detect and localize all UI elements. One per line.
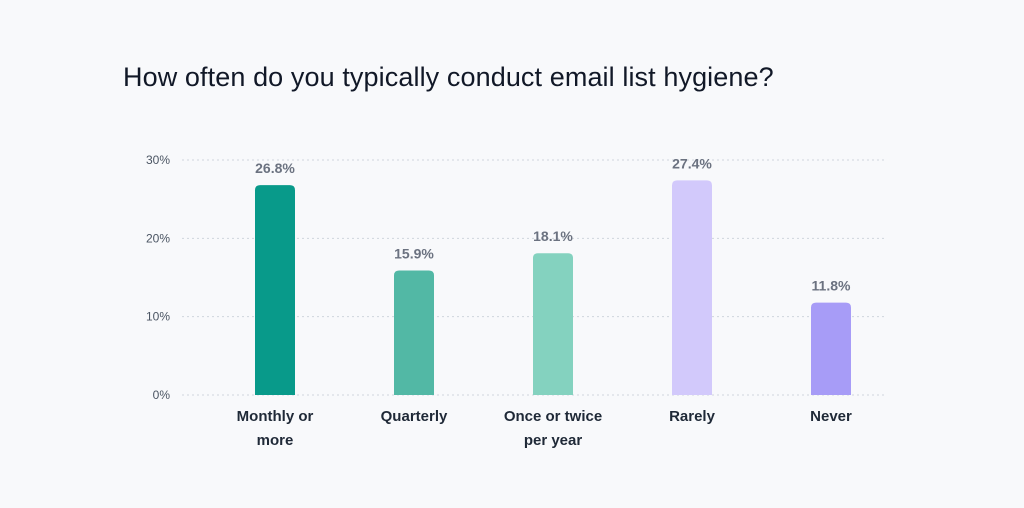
category-label: Quarterly xyxy=(381,408,448,425)
y-tick-label: 0% xyxy=(153,388,171,402)
bars xyxy=(255,180,851,395)
value-label: 26.8% xyxy=(255,160,295,176)
value-label: 18.1% xyxy=(533,228,573,244)
y-tick-label: 10% xyxy=(146,310,170,324)
category-label: Monthly or xyxy=(237,408,314,425)
category-labels: Monthly or more Quarterly Once or twice per … xyxy=(237,408,852,449)
category-label: more xyxy=(257,432,294,449)
value-label: 15.9% xyxy=(394,245,434,261)
chart-title: How often do you typically conduct email… xyxy=(123,62,774,92)
y-tick-label: 20% xyxy=(146,231,170,245)
bar xyxy=(533,253,573,395)
bar xyxy=(394,270,434,395)
category-label: Rarely xyxy=(669,408,716,425)
value-labels: 26.8% 15.9% 18.1% 27.4% 11.8% xyxy=(255,155,851,293)
value-label: 27.4% xyxy=(672,155,712,171)
bar xyxy=(811,302,851,395)
value-label: 11.8% xyxy=(812,278,851,294)
y-axis: 0% 10% 20% 30% xyxy=(146,153,170,402)
category-label: per year xyxy=(524,432,583,449)
category-label: Once or twice xyxy=(504,408,602,425)
bar xyxy=(672,180,712,395)
bar xyxy=(255,185,295,395)
y-tick-label: 30% xyxy=(146,153,170,167)
category-label: Never xyxy=(810,408,852,425)
